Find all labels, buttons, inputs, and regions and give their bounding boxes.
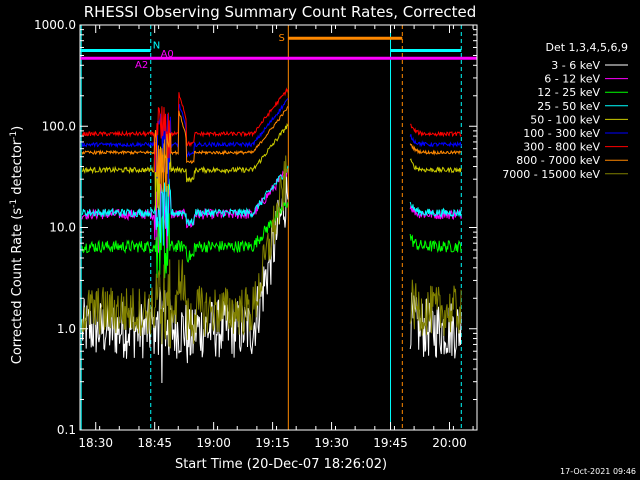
series-0 [81,173,462,384]
legend-entry-label: 6 - 12 keV [544,73,600,86]
series-line [81,123,289,211]
footer-date: 17-Oct-2021 09:46 [560,467,636,476]
legend-title: Det 1,3,4,5,6,9 [545,41,628,54]
y-tick-label: 1000.0 [34,18,76,32]
legend-entry-label: 25 - 50 keV [537,100,600,113]
series-line [81,155,289,349]
series-line [409,201,462,218]
y-axis-ticks: 1000.0 100.0 10.0 1.0 0.1 [34,18,477,437]
flag-label: A0 [161,49,174,60]
plot-frame [79,24,478,431]
series-line [410,123,462,138]
x-tick-label: 19:30 [314,436,349,450]
series-line [409,134,462,148]
legend-entry-label: 100 - 300 keV [523,127,600,140]
series-line [409,279,462,337]
chart-title: RHESSI Observing Summary Count Rates, Co… [84,3,477,21]
x-tick-label: 19:00 [196,436,231,450]
series-6 [81,87,462,173]
legend-entry-label: 300 - 800 keV [523,141,600,154]
series-line [81,201,289,279]
series-line [409,158,462,174]
series-lines [81,87,462,384]
series-3 [81,165,462,246]
series-line [81,98,289,185]
x-tick-label: 18:30 [78,436,113,450]
legend-entry-label: 7000 - 15000 keV [502,168,600,181]
axes-frame [79,24,478,431]
flag-label: S [279,33,285,44]
series-8 [81,155,462,349]
y-tick-label: 0.1 [57,423,76,437]
x-axis-ticks: 18:30 18:45 19:00 19:15 19:30 19:45 20:00 [78,25,474,450]
series-line [81,106,289,192]
x-axis-label: Start Time (20-Dec-07 18:26:02) [175,457,387,472]
series-line [81,87,289,173]
legend-entry-label: 50 - 100 keV [530,113,600,126]
y-tick-label: 100.0 [42,119,76,133]
x-tick-label: 20:00 [432,436,467,450]
flag-label: A2 [135,60,148,71]
series-2 [81,201,462,279]
series-line [409,292,462,359]
series-5 [81,98,462,185]
flag-label: N [153,40,160,51]
series-line [81,173,289,384]
series-4 [81,123,462,211]
legend-entry-label: 3 - 6 keV [551,59,600,72]
series-line [409,233,462,254]
flag-bars: NA0 A2 S [80,33,477,71]
series-line [409,143,462,156]
legend-entry-label: 800 - 7000 keV [516,154,600,167]
series-line [81,165,289,246]
y-tick-label: 10.0 [49,221,76,235]
x-tick-label: 19:45 [373,436,408,450]
y-axis-label: Corrected Count Rate (s-1 detector-1) [9,126,25,364]
series-7 [81,106,462,192]
legend-entry-label: 12 - 25 keV [537,86,600,99]
y-tick-label: 1.0 [57,322,76,336]
x-tick-label: 18:45 [137,436,172,450]
x-tick-label: 19:15 [255,436,290,450]
